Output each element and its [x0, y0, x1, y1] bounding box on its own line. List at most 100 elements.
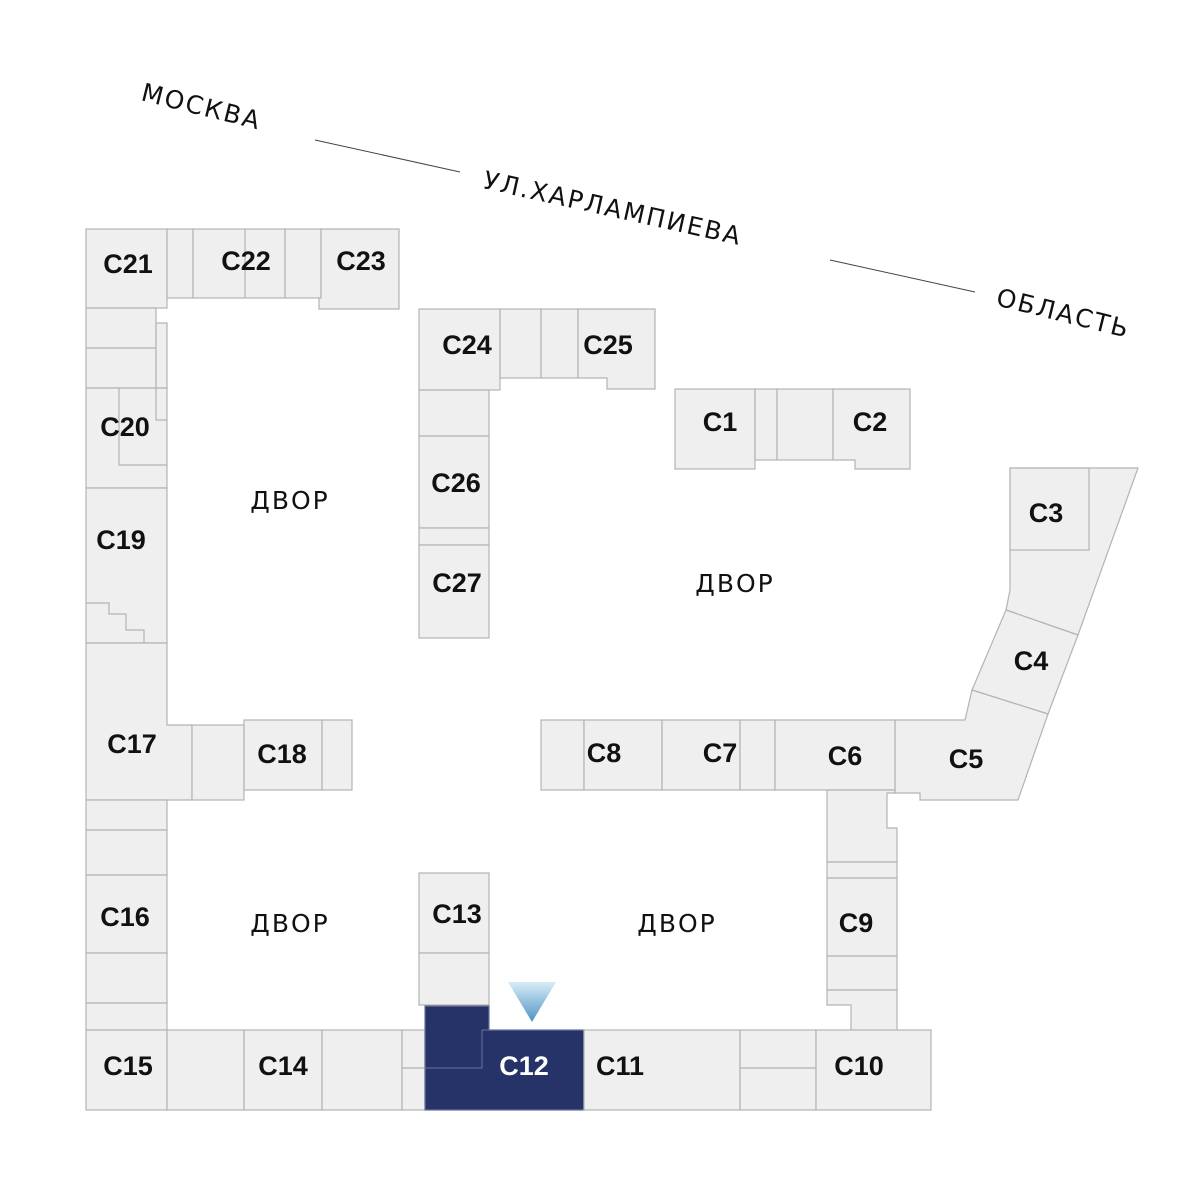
- wall-line: [118, 388, 167, 466]
- unit-c21[interactable]: [85, 228, 168, 309]
- unit-label-c6: С6: [828, 741, 863, 771]
- unit-label-c21: С21: [103, 249, 153, 279]
- bottom-wing: [85, 1005, 932, 1111]
- unit-room[interactable]: [166, 228, 194, 299]
- street-line: [829, 259, 976, 293]
- unit-labels: С21 С22 С23 С20 С19 С17 С18 С16 С15 С14 …: [96, 246, 1063, 1081]
- unit-room[interactable]: [85, 347, 157, 389]
- yard-label: ДВОР: [250, 486, 329, 515]
- unit-c3[interactable]: [1009, 467, 1090, 551]
- unit-room[interactable]: [401, 1067, 426, 1111]
- unit-c6[interactable]: [774, 719, 896, 791]
- unit-label-c19: С19: [96, 525, 146, 555]
- unit-room[interactable]: [85, 307, 157, 349]
- unit-label-c14: С14: [258, 1051, 308, 1081]
- unit-c17[interactable]: [85, 642, 193, 801]
- unit-label-c27: С27: [432, 568, 482, 598]
- unit-label-c1: С1: [703, 407, 738, 437]
- unit-label-c8: С8: [587, 738, 622, 768]
- unit-label-c2: С2: [853, 407, 888, 437]
- unit-room[interactable]: [418, 389, 490, 437]
- unit-c18[interactable]: [243, 719, 323, 791]
- unit-c25[interactable]: [577, 308, 656, 390]
- unit-room[interactable]: [739, 719, 776, 791]
- unit-room: [155, 322, 168, 389]
- unit-label-c3: С3: [1029, 498, 1064, 528]
- street-label-kharlampieva: УЛ.ХАРЛАМПИЕВА: [481, 166, 745, 252]
- unit-room[interactable]: [776, 388, 834, 461]
- unit-room[interactable]: [540, 719, 585, 791]
- unit-room[interactable]: [540, 308, 579, 379]
- wall-line: [155, 388, 167, 421]
- stairs-line: [86, 602, 145, 643]
- unit-label-c9: С9: [839, 908, 874, 938]
- unit-label-c12: С12: [499, 1051, 549, 1081]
- unit-label-c23: С23: [336, 246, 386, 276]
- wall-line: [425, 1029, 489, 1069]
- top-wing: [166, 228, 911, 639]
- unit-c9[interactable]: [826, 877, 898, 957]
- unit-c15[interactable]: [85, 1029, 168, 1111]
- unit-c2[interactable]: [832, 388, 911, 470]
- yard-label: ДВОР: [250, 909, 329, 938]
- unit-room[interactable]: [418, 952, 490, 1006]
- left-wing: [85, 228, 353, 1031]
- unit-room[interactable]: [754, 388, 778, 461]
- unit-room[interactable]: [85, 952, 168, 1004]
- unit-label-c26: С26: [431, 468, 481, 498]
- right-wing: [418, 467, 1139, 1034]
- unit-room[interactable]: [499, 308, 542, 379]
- unit-room[interactable]: [321, 719, 353, 791]
- unit-room[interactable]: [166, 1029, 245, 1111]
- street-labels: МОСКВА УЛ.ХАРЛАМПИЕВА ОБЛАСТЬ: [139, 78, 1134, 344]
- unit-c7[interactable]: [661, 719, 741, 791]
- unit-room[interactable]: [826, 789, 898, 863]
- unit-room[interactable]: [826, 955, 898, 991]
- unit-c27[interactable]: [418, 544, 490, 639]
- unit-room[interactable]: [739, 1067, 817, 1111]
- unit-label-c10: С10: [834, 1051, 884, 1081]
- street-label-moscow: МОСКВА: [139, 78, 265, 136]
- unit-room[interactable]: [85, 829, 168, 876]
- unit-label-c22: С22: [221, 246, 271, 276]
- unit-label-c15: С15: [103, 1051, 153, 1081]
- unit-room[interactable]: [826, 989, 898, 1034]
- unit-c24[interactable]: [418, 308, 501, 391]
- unit-label-c4: С4: [1014, 646, 1049, 676]
- unit-room[interactable]: [418, 527, 490, 546]
- unit-c14[interactable]: [243, 1029, 323, 1111]
- yard-label: ДВОР: [695, 569, 774, 598]
- yard-label: ДВОР: [637, 909, 716, 938]
- unit-label-c16: С16: [100, 902, 150, 932]
- unit-room[interactable]: [321, 1029, 403, 1111]
- unit-label-c20: С20: [100, 412, 150, 442]
- unit-c22[interactable]: [192, 228, 286, 299]
- unit-label-c25: С25: [583, 330, 633, 360]
- unit-label-c13: С13: [432, 899, 482, 929]
- location-marker-icon: [508, 982, 556, 1022]
- street-label-oblast: ОБЛАСТЬ: [994, 283, 1134, 344]
- unit-room[interactable]: [401, 1029, 426, 1069]
- unit-room[interactable]: [739, 1029, 817, 1069]
- unit-c8[interactable]: [583, 719, 663, 791]
- street-line: [314, 139, 461, 173]
- unit-room[interactable]: [191, 724, 245, 801]
- unit-c23[interactable]: [318, 228, 400, 310]
- unit-c5[interactable]: [894, 689, 1049, 801]
- unit-c16[interactable]: [85, 874, 168, 954]
- unit-label-c24: С24: [442, 330, 492, 360]
- unit-label-c7: С7: [703, 738, 738, 768]
- unit-room[interactable]: [284, 228, 322, 299]
- unit-c10[interactable]: [815, 1029, 932, 1111]
- unit-label-c11: С11: [596, 1051, 644, 1081]
- unit-c1[interactable]: [674, 388, 756, 470]
- unit-label-c5: С5: [949, 744, 984, 774]
- unit-label-c17: С17: [107, 729, 157, 759]
- unit-room[interactable]: [85, 1002, 168, 1031]
- unit-room[interactable]: [85, 799, 168, 831]
- unit-c13[interactable]: [418, 872, 490, 954]
- unit-label-c18: С18: [257, 739, 307, 769]
- unit-room[interactable]: [826, 861, 898, 879]
- unit-c26[interactable]: [418, 435, 490, 529]
